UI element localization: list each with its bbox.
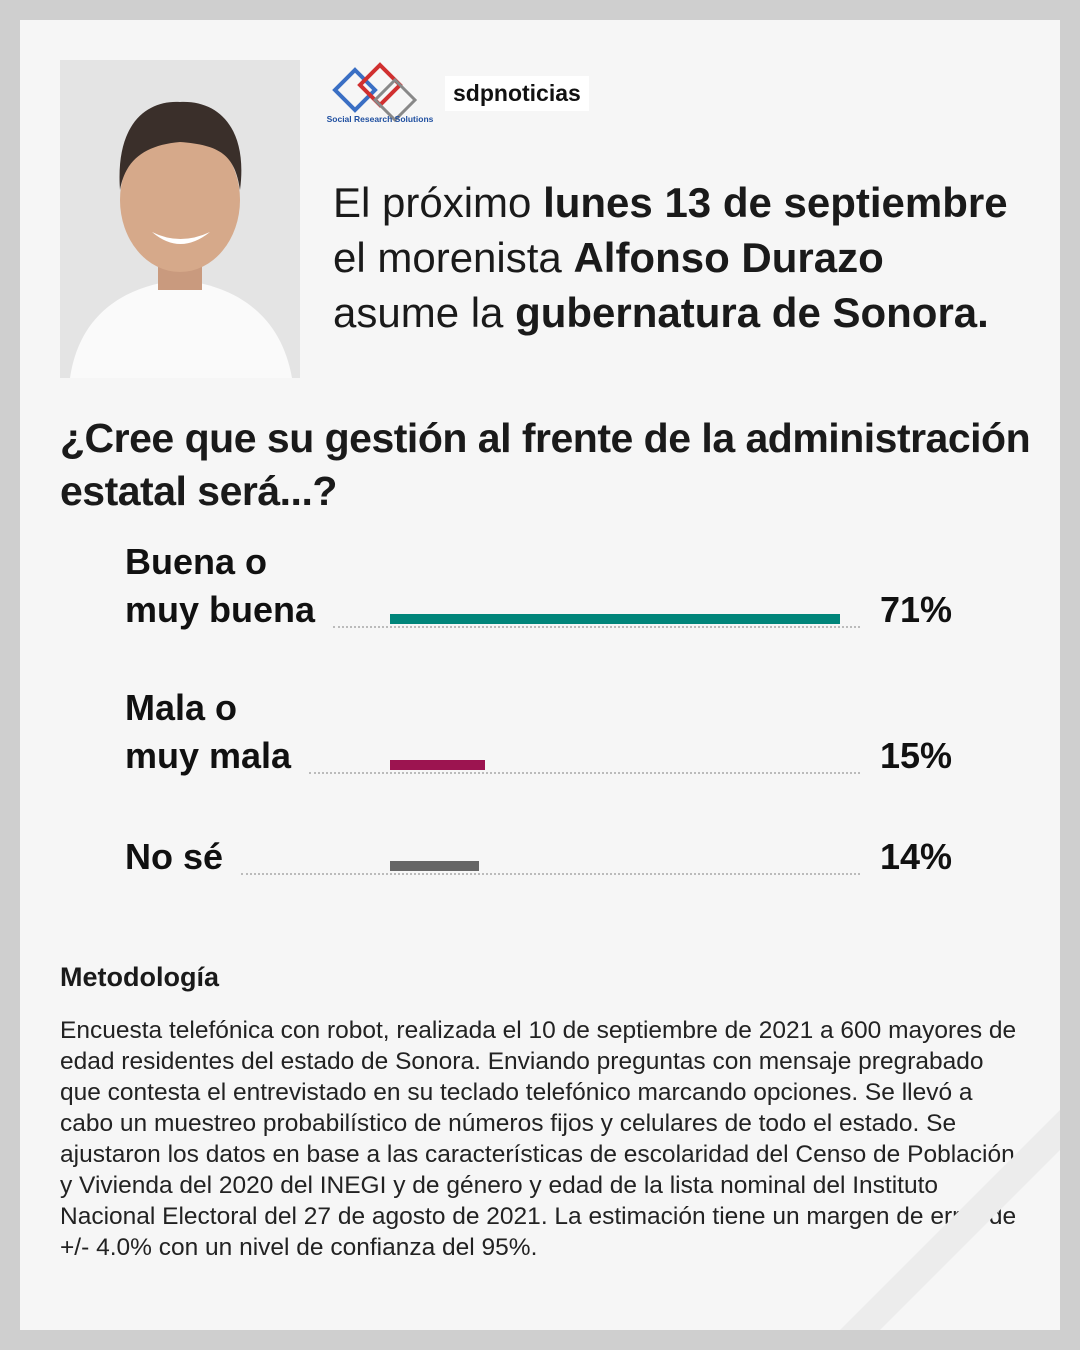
value-label: 71% — [880, 589, 953, 630]
bar-row: Buena o muy buena 71% — [125, 538, 952, 634]
headline: El próximo lunes 13 de septiembre el mor… — [333, 175, 1008, 340]
category-label: No sé — [125, 836, 224, 877]
dotted-line — [333, 626, 860, 628]
value-label: 15% — [880, 735, 953, 776]
logo: Social Research Solutions — [327, 62, 434, 124]
logo-text: Social Research Solutions — [327, 114, 434, 124]
headline-text: asume la — [333, 289, 504, 336]
headline-bold: gubernatura de Sonora. — [515, 289, 989, 336]
bar-row: Mala o muy mala 15% — [125, 684, 952, 780]
portrait — [60, 60, 300, 378]
headline-text: el morenista — [333, 234, 562, 281]
brand: sdpnoticias — [445, 76, 589, 111]
bar-row: No sé 14% — [125, 833, 952, 881]
dotted-line — [309, 772, 860, 774]
bar — [390, 861, 479, 871]
bar — [390, 760, 486, 770]
category-label: Mala o muy mala — [125, 687, 292, 776]
card: Social Research Solutions sdpnoticias El… — [20, 20, 1060, 1330]
bar — [390, 614, 841, 624]
headline-bold: Alfonso Durazo — [573, 234, 884, 281]
value-label: 14% — [880, 836, 953, 877]
dotted-line — [241, 873, 860, 875]
question: ¿Cree que su gestión al frente de la adm… — [60, 415, 1031, 514]
decoration — [840, 1110, 1060, 1330]
headline-text: El próximo — [333, 179, 532, 226]
methodology-text: Encuesta telefónica con robot, realizada… — [60, 1017, 1017, 1261]
category-label: Buena o muy buena — [125, 541, 316, 630]
headline-bold: lunes 13 de septiembre — [543, 179, 1008, 226]
methodology-title: Metodología — [60, 962, 219, 992]
